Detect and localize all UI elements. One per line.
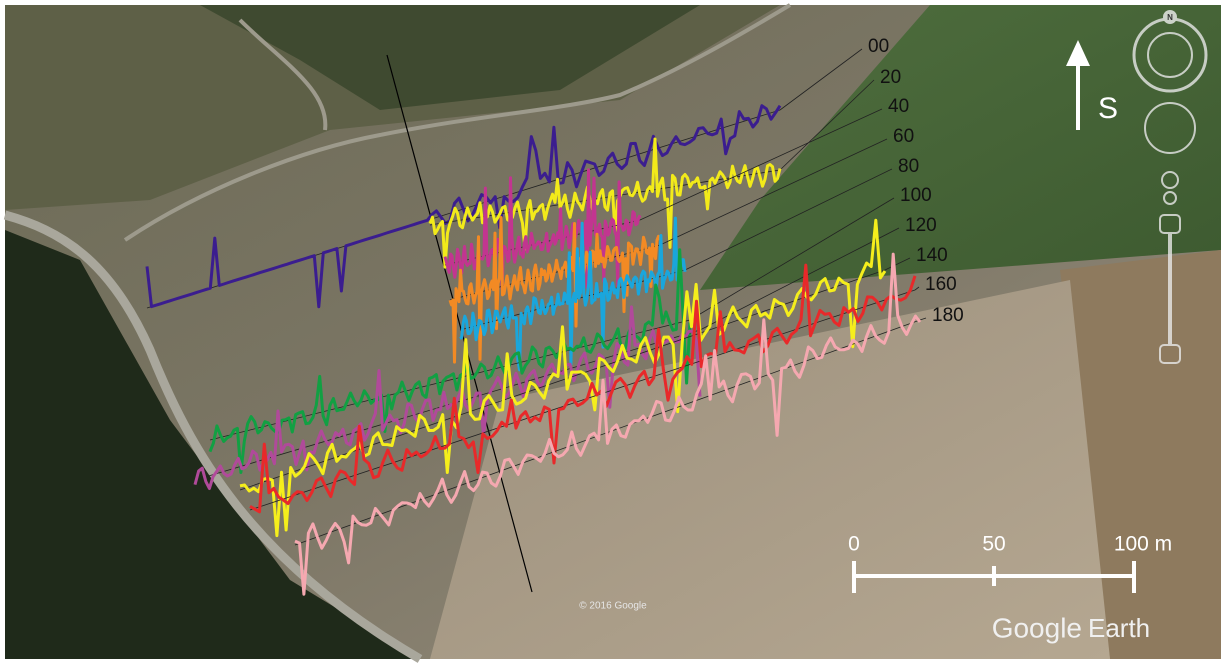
profile-label: 160 — [925, 274, 957, 295]
profile-label: 120 — [905, 215, 937, 236]
compass-letter: N — [1167, 13, 1173, 22]
profile-label: 40 — [888, 96, 909, 117]
profile-label: 80 — [898, 156, 919, 177]
logo-product: Earth — [1088, 613, 1150, 643]
scale-label: 100 m — [1114, 533, 1172, 556]
scale-label: 0 — [848, 533, 860, 556]
profile-label: 60 — [893, 126, 914, 147]
profile-label: 180 — [932, 305, 964, 326]
imagery — [5, 5, 1221, 659]
direction-label: S — [1098, 92, 1118, 125]
scale-label: 50 — [982, 533, 1005, 556]
profile-label: 20 — [880, 67, 901, 88]
copyright: © 2016 Google — [579, 601, 647, 612]
map-view: 00 20 40 60 80 100 120 140 160 180 N S 0 50 100 m… — [0, 0, 1226, 664]
profile-label: 00 — [868, 36, 889, 57]
page: 00 20 40 60 80 100 120 140 160 180 N S 0 50 100 m… — [0, 0, 1226, 664]
logo-brand: Google — [992, 612, 1082, 643]
profile-label: 100 — [900, 185, 932, 206]
profile-label: 140 — [916, 245, 948, 266]
